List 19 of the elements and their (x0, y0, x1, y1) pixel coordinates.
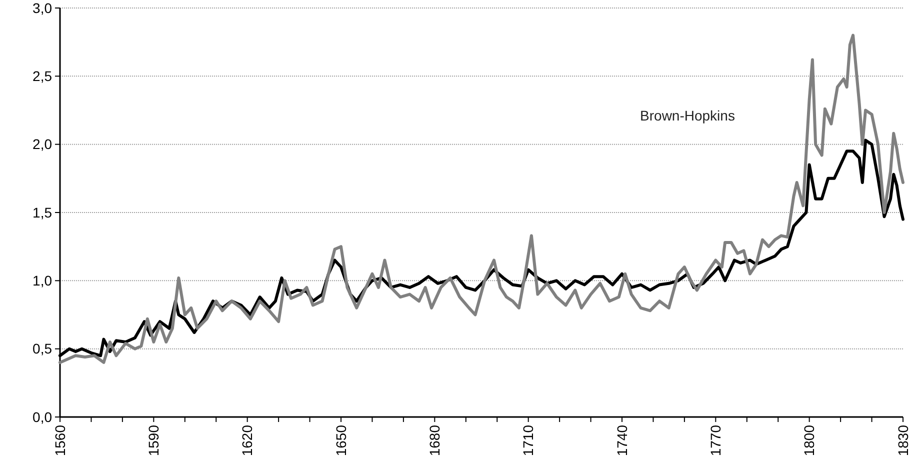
y-tick-label: 2,0 (32, 136, 52, 152)
x-tick-label: 1740 (614, 424, 630, 456)
x-tick-label: 1680 (426, 424, 443, 456)
x-tick-label: 1800 (801, 424, 818, 456)
x-tick-label: 1830 (894, 424, 911, 456)
y-tick-label: 1,5 (32, 204, 52, 220)
x-tick-label: 1590 (146, 424, 162, 456)
x-tick-label: 1770 (708, 424, 724, 456)
x-tick-label: 1620 (239, 424, 256, 456)
y-tick-label: 2,5 (32, 68, 52, 84)
text: Brown-Hopkins (640, 107, 735, 124)
y-tick-label: 1,0 (32, 272, 52, 289)
y-tick-label: 0,0 (32, 408, 52, 425)
line-series (58, 34, 904, 364)
x-tick-label: 1710 (520, 424, 536, 456)
x-tick-label: 1650 (332, 424, 349, 456)
x-tick-label: 1560 (52, 424, 68, 456)
y-tick-label: 0,5 (32, 340, 52, 357)
y-tick-label: 3,0 (32, 0, 52, 16)
